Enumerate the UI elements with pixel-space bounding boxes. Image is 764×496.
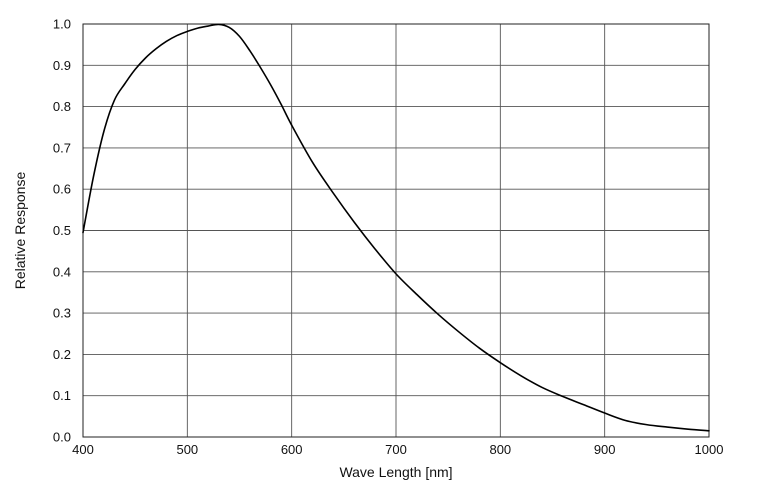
y-tick-label: 0.8 [53, 99, 71, 114]
y-tick-label: 0.6 [53, 182, 71, 197]
x-tick-label: 800 [489, 442, 511, 457]
x-axis-label: Wave Length [nm] [339, 464, 452, 480]
y-tick-label: 0.1 [53, 388, 71, 403]
y-tick-labels: 0.0 0.1 0.2 0.3 0.4 0.5 0.6 0.7 0.8 0.9 1.0 [53, 17, 71, 445]
y-axis-label: Relative Response [12, 172, 28, 290]
x-tick-label: 500 [176, 442, 198, 457]
grid-lines [82, 23, 710, 438]
y-tick-label: 1.0 [53, 17, 71, 32]
x-tick-label: 1000 [695, 442, 724, 457]
y-tick-label: 0.3 [53, 306, 71, 321]
series-layer [82, 23, 710, 432]
y-tick-label: 0.0 [53, 430, 71, 445]
y-tick-label: 0.2 [53, 347, 71, 362]
x-tick-label: 400 [72, 442, 94, 457]
x-tick-label: 600 [281, 442, 303, 457]
y-tick-label: 0.4 [53, 264, 71, 279]
x-tick-label: 900 [594, 442, 616, 457]
y-tick-label: 0.9 [53, 58, 71, 73]
x-tick-label: 700 [385, 442, 407, 457]
x-tick-labels: 400 500 600 700 800 900 1000 [72, 442, 723, 457]
y-tick-label: 0.5 [53, 223, 71, 238]
y-tick-label: 0.7 [53, 140, 71, 155]
series-line-0 [82, 23, 710, 432]
